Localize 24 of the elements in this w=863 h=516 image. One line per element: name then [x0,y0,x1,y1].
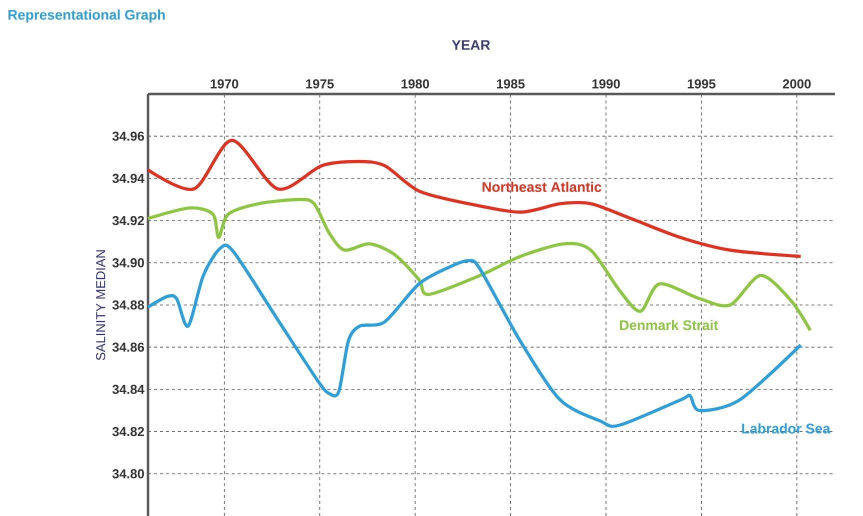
y-tick-label: 34.92 [112,216,144,226]
y-tick-label: 34.94 [112,174,144,183]
y-tick-label: 34.80 [112,469,144,478]
y-tick-label: 34.88 [112,300,144,310]
series-label: Denmark Strait [620,320,718,330]
y-tick-label: 34.82 [112,426,144,436]
line-series [146,198,812,332]
x-tick-label: 1990 [592,79,620,88]
x-tick-label: 1975 [306,79,334,88]
series-label: Labrador Sea [742,423,830,434]
x-tick-label: 1970 [210,79,238,88]
y-tick-label: 34.90 [112,258,144,268]
y-tick-label: 34.86 [112,342,144,352]
x-axis-title: YEAR [452,40,490,50]
chart-title: Representational Graph [8,9,165,22]
x-tick-label: 1995 [688,79,716,88]
x-tick-label: 1980 [402,79,430,88]
x-tick-label: 2000 [782,79,811,88]
series-label: Northeast Atlantic [482,182,602,192]
x-tick-label: 1985 [497,79,525,88]
y-tick-label: 34.96 [112,132,144,141]
line-series [146,138,802,258]
y-tick-label: 34.84 [112,384,144,394]
y-axis-title: SALINITY MEDIAN [96,250,106,360]
